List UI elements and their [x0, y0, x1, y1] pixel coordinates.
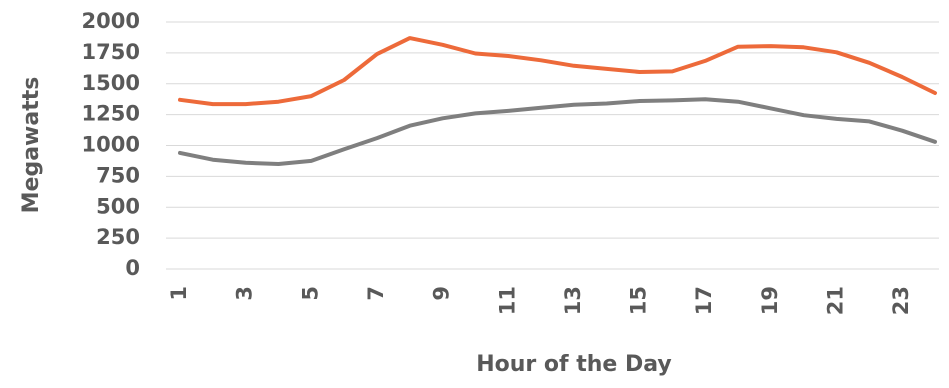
x-tick-label: 1	[167, 286, 191, 301]
y-axis-ticks: 0 250 500 750 1000 1250 1500 1750 2000	[82, 9, 140, 280]
x-tick-label: 21	[824, 286, 848, 315]
x-tick-label: 7	[364, 286, 388, 301]
x-axis-title: Hour of the Day	[476, 352, 672, 377]
x-tick-label: 23	[889, 286, 913, 315]
y-axis-title: Megawatts	[19, 77, 44, 214]
gridlines	[166, 21, 939, 270]
y-tick-label: 250	[96, 225, 140, 249]
y-tick-label: 1500	[82, 71, 140, 95]
x-tick-label: 13	[561, 286, 585, 315]
x-tick-label: 5	[298, 286, 322, 301]
y-tick-label: 0	[125, 256, 140, 280]
y-tick-label: 2000	[82, 9, 140, 33]
x-tick-label: 3	[233, 286, 257, 301]
x-tick-label: 9	[430, 286, 454, 301]
y-tick-label: 750	[96, 163, 140, 187]
y-tick-label: 500	[96, 194, 140, 218]
series-line-2	[178, 97, 937, 166]
x-tick-label: 11	[495, 286, 519, 315]
y-tick-label: 1000	[82, 133, 140, 157]
y-tick-label: 1250	[82, 102, 140, 126]
x-tick-label: 15	[627, 286, 651, 315]
x-tick-label: 17	[692, 286, 716, 315]
y-tick-label: 1750	[82, 40, 140, 64]
x-axis-ticks: 1 3 5 7 9 11 13 15 17 19 21 23	[167, 286, 913, 315]
x-tick-label: 19	[758, 286, 782, 315]
series-lines	[178, 36, 937, 166]
series-line-1	[178, 36, 937, 107]
